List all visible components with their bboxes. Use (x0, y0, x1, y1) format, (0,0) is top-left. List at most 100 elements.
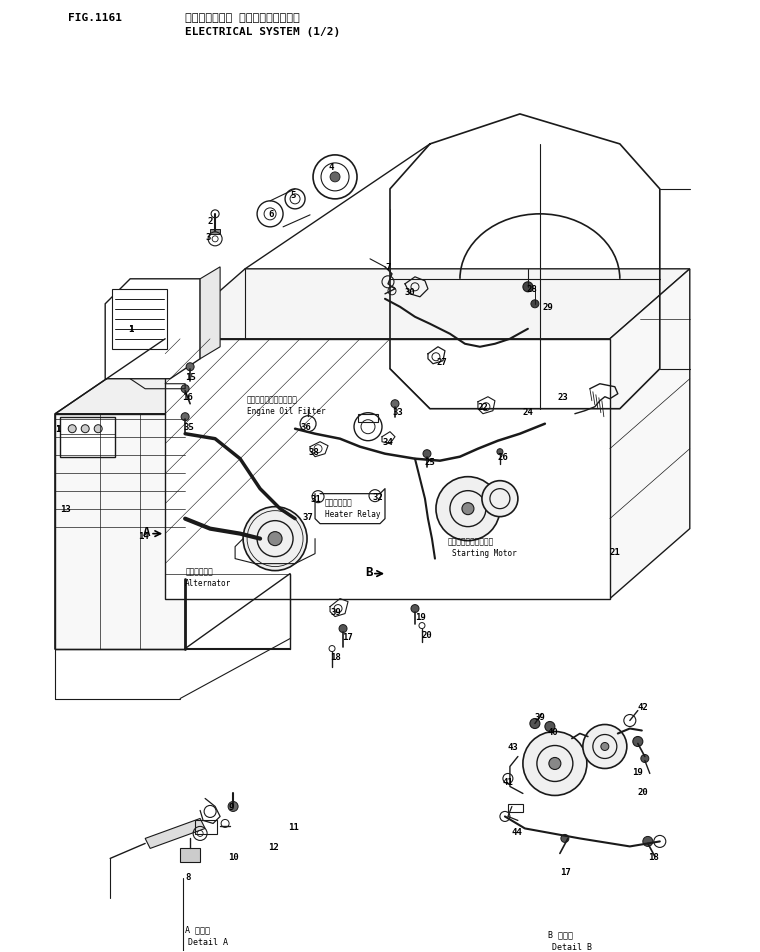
Circle shape (633, 737, 643, 746)
Circle shape (94, 426, 102, 433)
Circle shape (497, 449, 503, 455)
Text: B 詳細図: B 詳細図 (548, 929, 573, 938)
Text: 37: 37 (302, 512, 313, 522)
Circle shape (186, 364, 194, 371)
Bar (180, 848, 200, 863)
Text: 4: 4 (328, 163, 334, 172)
Text: 33: 33 (392, 407, 403, 417)
Text: 36: 36 (300, 423, 311, 432)
Text: 12: 12 (268, 842, 279, 851)
Text: 11: 11 (288, 823, 299, 831)
Polygon shape (610, 269, 690, 599)
Text: スターティングモータ: スターティングモータ (448, 537, 494, 545)
Bar (358, 414, 378, 423)
Polygon shape (165, 269, 690, 340)
Text: 22: 22 (478, 403, 489, 412)
Text: 28: 28 (527, 285, 537, 294)
Circle shape (68, 426, 76, 433)
Circle shape (545, 722, 555, 732)
Text: 32: 32 (372, 492, 383, 502)
Text: 24: 24 (523, 407, 534, 417)
Text: エレクトリカル システム（１／２）: エレクトリカル システム（１／２） (185, 13, 300, 23)
Text: 1: 1 (128, 325, 134, 334)
Text: 5: 5 (290, 191, 296, 200)
Text: 21: 21 (610, 547, 621, 557)
Text: 31: 31 (310, 495, 321, 504)
Text: Detail A: Detail A (188, 937, 228, 946)
Text: エンジンオイルフィルタ: エンジンオイルフィルタ (247, 395, 298, 404)
Text: 13: 13 (60, 505, 71, 514)
Circle shape (81, 426, 89, 433)
Text: 38: 38 (308, 447, 318, 457)
Circle shape (391, 400, 399, 408)
Circle shape (523, 283, 533, 292)
Text: 19: 19 (632, 767, 642, 776)
Text: 8: 8 (185, 872, 191, 881)
Polygon shape (55, 340, 290, 414)
Text: Heater Relay: Heater Relay (325, 509, 381, 519)
Circle shape (549, 758, 561, 769)
Text: ELECTRICAL SYSTEM (1/2): ELECTRICAL SYSTEM (1/2) (185, 27, 340, 37)
Text: 10: 10 (228, 852, 239, 861)
Text: 43: 43 (508, 743, 518, 751)
Text: 1: 1 (55, 425, 61, 434)
Circle shape (181, 386, 189, 393)
Text: Engine Oil Filter: Engine Oil Filter (247, 407, 326, 416)
Circle shape (330, 172, 340, 183)
Circle shape (482, 481, 518, 517)
Text: 44: 44 (512, 827, 523, 836)
Text: 25: 25 (425, 458, 435, 466)
Text: 26: 26 (498, 453, 508, 462)
Polygon shape (145, 819, 205, 848)
Text: 17: 17 (560, 867, 571, 876)
Text: 35: 35 (183, 423, 194, 432)
Text: ヒータリレー: ヒータリレー (325, 498, 353, 506)
Text: 9: 9 (228, 803, 233, 811)
Text: オルタネータ: オルタネータ (185, 566, 213, 576)
Text: 17: 17 (342, 632, 353, 642)
Text: 20: 20 (638, 787, 648, 796)
Polygon shape (105, 280, 200, 379)
Text: 16: 16 (182, 393, 193, 402)
Text: 42: 42 (638, 703, 648, 711)
Bar (60, 417, 116, 457)
Polygon shape (165, 340, 610, 599)
Circle shape (643, 837, 653, 846)
Text: 2: 2 (207, 217, 213, 227)
Text: 20: 20 (422, 630, 432, 640)
Circle shape (561, 835, 569, 843)
Polygon shape (55, 414, 185, 649)
Text: 1: 1 (128, 325, 134, 334)
Text: 7: 7 (385, 263, 391, 272)
Circle shape (462, 503, 474, 515)
Text: 6: 6 (268, 210, 274, 219)
Bar (508, 804, 523, 813)
Circle shape (436, 477, 500, 541)
Text: Starting Motor: Starting Motor (452, 548, 517, 558)
Circle shape (583, 724, 627, 768)
Text: 19: 19 (415, 612, 426, 622)
Text: 14: 14 (138, 531, 149, 541)
Text: 27: 27 (437, 358, 448, 367)
Text: B: B (365, 565, 372, 579)
Circle shape (268, 532, 282, 546)
Circle shape (423, 450, 431, 458)
Circle shape (339, 625, 347, 633)
Circle shape (523, 732, 587, 796)
Circle shape (181, 413, 189, 422)
Text: 1: 1 (55, 425, 61, 434)
Text: A: A (143, 526, 150, 539)
Text: A 詳細図: A 詳細図 (185, 923, 210, 933)
Text: Alternator: Alternator (185, 579, 231, 587)
Text: 34: 34 (382, 438, 393, 446)
Circle shape (228, 802, 238, 812)
Circle shape (243, 507, 307, 571)
Text: 29: 29 (543, 303, 553, 312)
Text: 30: 30 (405, 288, 416, 297)
Text: 39: 39 (535, 712, 546, 722)
Text: 39: 39 (330, 607, 340, 617)
Text: 40: 40 (548, 727, 559, 736)
Text: 23: 23 (558, 393, 568, 402)
Text: Detail B: Detail B (552, 942, 592, 951)
Text: FIG.1161: FIG.1161 (68, 13, 122, 23)
